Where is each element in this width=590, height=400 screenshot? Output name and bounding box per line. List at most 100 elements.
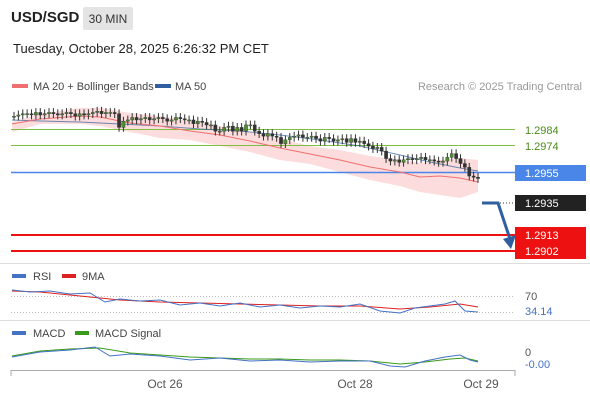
candle-body — [292, 135, 296, 138]
forecast-arrow — [482, 201, 516, 249]
candle-body — [152, 118, 156, 121]
candle-body — [296, 134, 301, 137]
candle-body — [99, 111, 104, 114]
candle-body — [143, 117, 148, 119]
candlestick-series — [12, 106, 480, 183]
candle-body — [393, 159, 397, 162]
candle-body — [252, 124, 257, 132]
timeframe-badge[interactable]: 30 MIN — [83, 7, 133, 30]
candle-body — [69, 112, 73, 114]
rsi-line — [11, 289, 479, 314]
x-axis-label-oct26: Oct 26 — [147, 377, 183, 391]
candle-body — [51, 112, 56, 114]
candle-body — [428, 159, 432, 162]
macd-legend: MACD MACD Signal — [12, 328, 161, 340]
x-axis-label-oct29: Oct 29 — [463, 377, 499, 391]
candle-body — [414, 158, 419, 161]
copyright-label: Research © 2025 Trading Central — [418, 81, 582, 93]
candle-body — [449, 153, 454, 158]
candle-body — [327, 137, 331, 139]
candle-body — [147, 117, 152, 121]
candle-body — [274, 135, 279, 138]
x-axis-label-oct28: Oct 28 — [337, 377, 373, 391]
candle-body — [174, 117, 178, 121]
candle-body — [156, 117, 161, 119]
candle-body — [60, 113, 64, 116]
candle-body — [283, 139, 288, 144]
candle-body — [375, 147, 380, 149]
support-label-2: 1.2902 — [525, 246, 559, 258]
candle-body — [191, 119, 196, 124]
candle-body — [410, 158, 415, 161]
candle-body — [178, 117, 183, 119]
candle-body — [90, 112, 95, 114]
candle-body — [419, 157, 423, 159]
candle-body — [379, 147, 384, 152]
rsi-legend-swatch — [12, 274, 26, 278]
macd-zero-label: 0 — [525, 347, 531, 359]
candle-body — [38, 112, 43, 116]
candle-body — [397, 159, 402, 163]
candle-body — [161, 117, 165, 119]
macd-legend-swatch — [12, 331, 26, 335]
candle-body — [331, 138, 336, 142]
rsi-level-label: 70 — [525, 291, 537, 303]
candle-body — [248, 124, 253, 127]
candle-body — [20, 113, 25, 116]
candle-body — [200, 120, 205, 123]
candle-body — [108, 112, 113, 114]
pivot-tag — [515, 165, 586, 181]
datetime-label: Tuesday, October 28, 2025 6:26:32 PM CET — [13, 41, 269, 56]
rsi-ma-legend-label: 9MA — [82, 271, 105, 283]
candle-body — [463, 163, 467, 168]
candle-body — [226, 125, 231, 128]
candle-body — [64, 112, 69, 114]
candle-body — [86, 113, 91, 116]
candle-body — [467, 167, 472, 177]
candle-body — [217, 130, 222, 133]
candle-body — [126, 119, 130, 122]
candle-body — [187, 119, 191, 122]
candle-body — [134, 117, 139, 121]
pivot-label: 1.2955 — [525, 168, 559, 180]
candle-body — [287, 137, 292, 141]
resistance-label-2: 1.2974 — [525, 141, 559, 153]
candle-body — [16, 114, 21, 117]
candle-body — [353, 138, 358, 143]
support-tag-2 — [515, 243, 586, 259]
candle-body — [305, 137, 310, 139]
candle-body — [112, 112, 117, 114]
macd-signal-line — [11, 347, 479, 365]
candle-body — [165, 118, 170, 122]
candle-body — [279, 137, 283, 144]
candle-body — [182, 118, 187, 121]
candle-body — [270, 133, 275, 137]
current-price-label: 1.2935 — [525, 198, 559, 210]
candle-body — [257, 130, 261, 134]
candle-body — [309, 135, 314, 138]
candle-body — [336, 139, 340, 142]
candle-body — [104, 112, 108, 114]
candle-body — [362, 140, 366, 144]
candle-body — [423, 157, 428, 161]
candle-body — [454, 153, 458, 159]
candle-body — [73, 113, 78, 117]
current-price-tag — [515, 195, 586, 211]
ma50-legend-swatch — [155, 84, 171, 88]
support-label-1: 1.2913 — [525, 230, 559, 242]
candle-body — [476, 177, 480, 179]
candle-body — [204, 122, 209, 126]
candle-body — [77, 113, 82, 117]
ma20-line — [11, 115, 479, 183]
candle-body — [471, 175, 476, 178]
candle-body — [432, 159, 437, 162]
candle-body — [358, 140, 362, 143]
candle-body — [441, 160, 445, 163]
rsi-legend-label: RSI — [33, 271, 51, 283]
candle-body — [349, 138, 353, 143]
candle-body — [95, 111, 99, 113]
ma50-legend-label: MA 50 — [175, 81, 206, 93]
candle-body — [239, 127, 244, 132]
macd-signal-legend-label: MACD Signal — [95, 328, 161, 340]
rsi-legend: RSI 9MA — [12, 271, 105, 283]
